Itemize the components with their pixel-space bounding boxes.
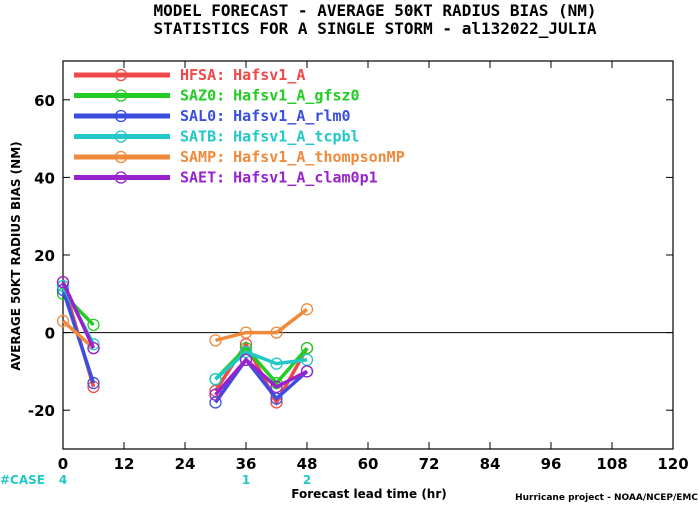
series-sal0	[56, 283, 314, 409]
y-tick-label: -20	[28, 402, 55, 420]
plot-frame	[62, 60, 674, 450]
legend-name: HFSA:	[180, 66, 225, 84]
x-tick-label: 36	[236, 455, 257, 473]
chart-subtitle: STATISTICS FOR A SINGLE STORM - al132022…	[153, 19, 596, 38]
data-point	[209, 373, 222, 386]
data-point	[239, 326, 253, 339]
data-point	[209, 396, 222, 409]
data-point	[270, 326, 283, 339]
data-point	[87, 376, 100, 390]
case-count: 1	[242, 473, 250, 487]
credit-text: Hurricane project - NOAA/NCEP/EMC	[515, 493, 698, 503]
chart-title: MODEL FORECAST - AVERAGE 50KT RADIUS BIA…	[153, 1, 596, 20]
legend-desc: Hafsv1_A_thompsonMP	[233, 148, 405, 166]
data-point	[300, 365, 314, 378]
legend-desc: Hafsv1_A_rlm0	[233, 107, 350, 125]
legend-name: SAMP:	[180, 148, 225, 166]
legend-entry: HFSA: Hafsv1_A	[180, 66, 305, 84]
data-point	[300, 303, 314, 316]
x-tick-label: 48	[297, 455, 318, 473]
data-point	[239, 353, 253, 366]
y-tick-label: 40	[34, 169, 55, 187]
x-tick-label: 120	[657, 455, 688, 473]
case-count: 2	[303, 473, 311, 487]
series-line	[214, 349, 308, 381]
legend-marker	[114, 109, 128, 123]
case-count: 4	[59, 473, 67, 487]
legend-entry: SAET: Hafsv1_A_clam0p1	[180, 169, 378, 187]
legend-entry: SATB: Hafsv1_A_tcpbl	[180, 128, 360, 146]
y-tick-label: 0	[45, 325, 55, 343]
data-point	[56, 314, 70, 328]
data-point	[209, 334, 222, 347]
x-axis-label: Forecast lead time (hr)	[291, 487, 447, 501]
legend-entry: SAL0: Hafsv1_A_rlm0	[180, 107, 351, 125]
legend-name: SATB:	[180, 128, 225, 146]
data-point	[209, 388, 222, 401]
legend-name: SAET:	[180, 169, 225, 187]
data-point	[270, 357, 283, 370]
series-line	[214, 357, 308, 396]
legend-name: SAZ0:	[180, 87, 225, 105]
legend-marker	[114, 171, 128, 184]
x-tick-label: 60	[358, 455, 379, 473]
legend-marker	[114, 89, 128, 102]
y-axis-label: AVERAGE 50KT RADIUS BIAS (NM)	[9, 141, 23, 370]
x-tick-label: 24	[175, 455, 196, 473]
x-tick-label: 108	[596, 455, 627, 473]
data-point	[87, 341, 100, 355]
data-point	[56, 279, 70, 293]
data-point	[56, 276, 70, 289]
x-tick-label: 12	[114, 455, 135, 473]
legend-entry: SAZ0: Hafsv1_A_gfsz0	[180, 87, 360, 105]
data-point	[87, 318, 100, 331]
series-line	[214, 356, 309, 404]
series-samp	[56, 303, 314, 355]
y-tick-label: 20	[34, 247, 55, 265]
x-tick-label: 72	[419, 455, 440, 473]
legend-name: SAL0:	[180, 107, 225, 125]
legend-entry: SAMP: Hafsv1_A_thompsonMP	[180, 148, 405, 166]
series-line	[61, 281, 96, 349]
legend-desc: Hafsv1_A	[233, 66, 305, 84]
axis-ticks: 0 12 24 36 48 60 72 84 96 108 120 -20 0 20 40 60	[28, 61, 689, 473]
data-point	[270, 380, 283, 394]
series-line	[61, 319, 95, 350]
x-tick-label: 96	[541, 455, 562, 473]
series-layer	[56, 276, 314, 409]
case-counts: 4 1 2	[59, 473, 311, 487]
legend-marker	[114, 150, 128, 164]
y-tick-label: 60	[34, 92, 55, 110]
legend-desc: Hafsv1_A_tcpbl	[233, 128, 359, 146]
x-tick-label: 84	[480, 455, 501, 473]
legend-marker	[114, 68, 128, 82]
legend: HFSA: Hafsv1_A SAZ0: Hafsv1_A_gfsz0 SAL0: Haf…	[74, 66, 405, 187]
x-tick-label: 0	[58, 455, 68, 473]
legend-desc: Hafsv1_A_gfsz0	[233, 87, 359, 105]
series-saz0	[56, 287, 314, 390]
series-line	[215, 307, 309, 343]
case-label: #CASE	[0, 473, 45, 487]
legend-marker	[114, 130, 128, 143]
legend-desc: Hafsv1_A_clam0p1	[233, 169, 378, 187]
series-saet	[56, 276, 314, 401]
